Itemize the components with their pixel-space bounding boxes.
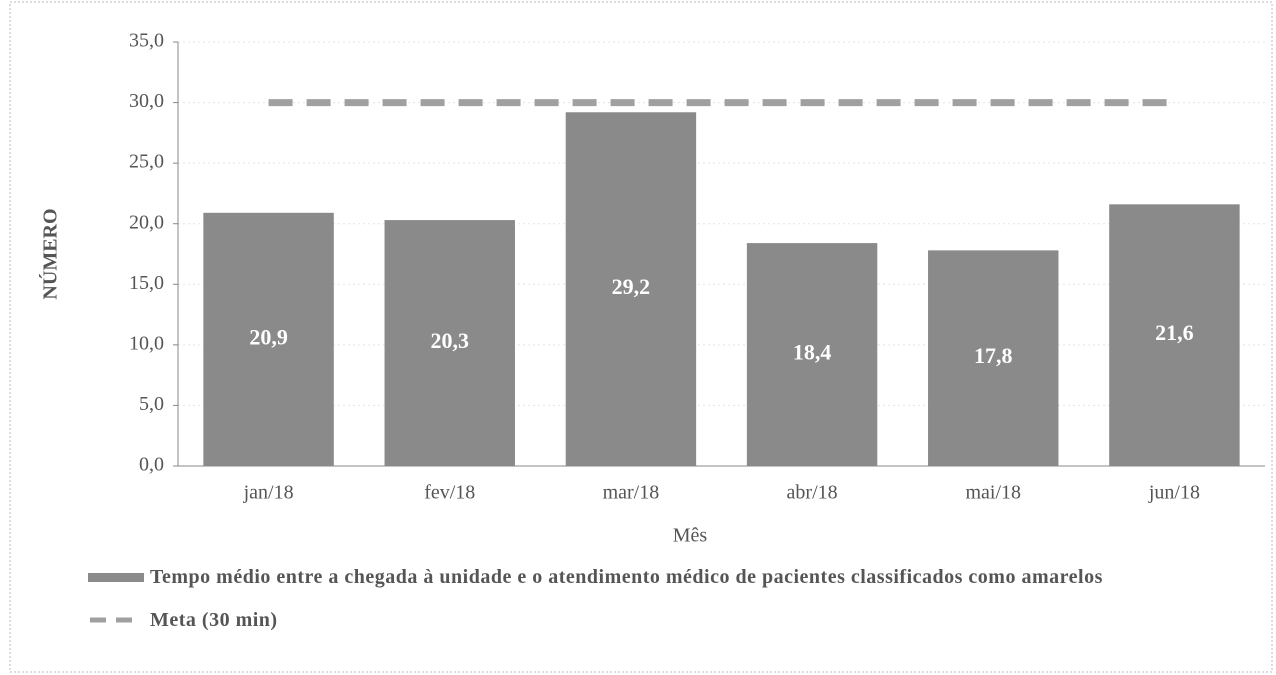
legend-entry: Meta (30 min)	[150, 609, 278, 631]
data-label: 18,4	[793, 340, 832, 365]
bar	[928, 250, 1059, 466]
y-tick-label: 25,0	[129, 151, 164, 173]
data-label: 20,9	[249, 324, 288, 349]
y-axis-label: NÚMERO	[38, 208, 62, 299]
x-tick-label: mar/18	[603, 482, 660, 504]
x-tick-label: fev/18	[424, 482, 475, 504]
data-label: 29,2	[612, 274, 651, 299]
bar	[203, 212, 334, 466]
bar	[384, 220, 515, 466]
data-label: 20,3	[431, 328, 470, 353]
y-tick-label: 20,0	[129, 211, 164, 233]
x-axis-label: Mês	[673, 525, 708, 547]
y-tick-label: 10,0	[129, 332, 164, 354]
data-label: 17,8	[974, 343, 1013, 368]
legend-entry: Tempo médio entre a chegada à unidade e …	[150, 566, 1103, 588]
bar	[746, 243, 878, 466]
legend-swatch-bar	[88, 573, 144, 582]
y-tick-label: 0,0	[139, 454, 164, 476]
x-tick-label: jun/18	[1148, 482, 1200, 504]
y-tick-label: 15,0	[129, 272, 164, 294]
x-tick-label: jan/18	[243, 482, 294, 504]
x-tick-label: mai/18	[965, 482, 1021, 504]
bar	[565, 112, 697, 467]
y-tick-label: 35,0	[129, 30, 164, 52]
bar	[1109, 204, 1240, 466]
y-tick-label: 5,0	[139, 393, 164, 415]
frame	[9, 1, 1273, 673]
y-tick-label: 30,0	[129, 90, 164, 112]
x-tick-label: abr/18	[787, 482, 838, 504]
data-label: 21,6	[1155, 320, 1194, 345]
